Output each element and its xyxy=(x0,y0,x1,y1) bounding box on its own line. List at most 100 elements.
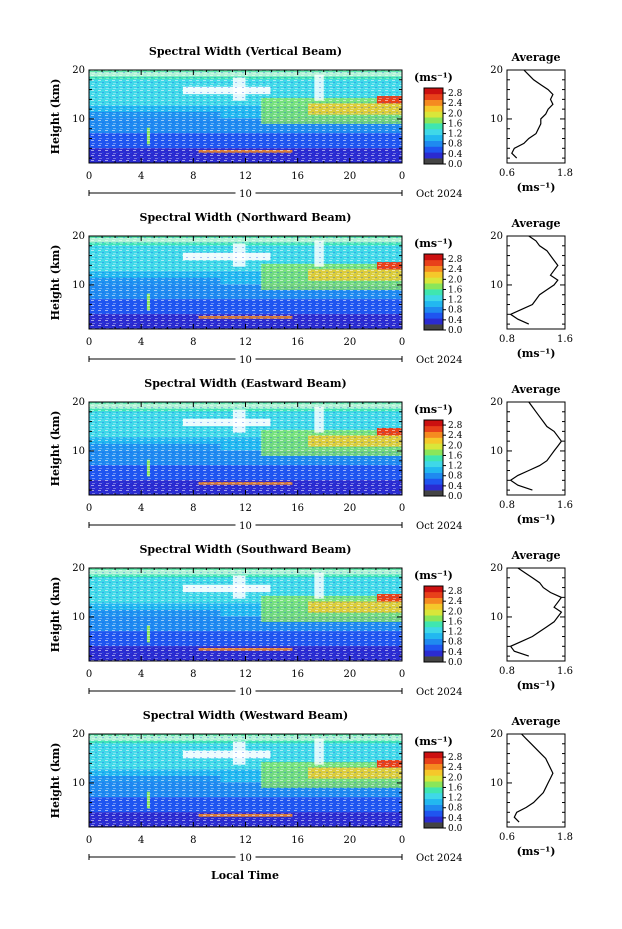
x-tick-label: 8 xyxy=(190,337,196,348)
x-tick-label: 0 xyxy=(399,669,405,680)
colorbar-swatch xyxy=(424,117,443,124)
x-axis-title: Local Time xyxy=(211,869,279,882)
colorbar-swatch xyxy=(424,804,443,811)
average-x-tick-label: 0.8 xyxy=(499,500,515,511)
colorbar-swatch xyxy=(424,259,443,266)
colorbar-swatch xyxy=(424,318,443,325)
colorbar-swatch xyxy=(424,781,443,788)
colorbar-tick-label: 2.8 xyxy=(448,753,463,763)
x-tick-label: 12 xyxy=(239,503,252,514)
colorbar-tick-label: 2.8 xyxy=(448,587,463,597)
colorbar-swatch xyxy=(424,158,443,165)
colorbar-tick-label: 1.6 xyxy=(448,285,463,295)
colorbar-tick-label: 0.8 xyxy=(448,306,463,316)
colorbar-swatch xyxy=(424,455,443,462)
y-tick-label: 20 xyxy=(72,397,85,408)
x-tick-label: 0 xyxy=(399,503,405,514)
heatmap-texture xyxy=(89,568,402,661)
colorbar-swatch xyxy=(424,140,443,147)
average-x-tick-label: 1.8 xyxy=(557,168,573,179)
colorbar-swatch xyxy=(424,586,443,593)
colorbar-tick-label: 1.2 xyxy=(448,462,462,472)
colorbar-tick-label: 1.6 xyxy=(448,783,463,793)
date-month-label: Oct 2024 xyxy=(416,687,462,698)
y-axis-label: Height (km) xyxy=(49,245,62,321)
date-day-label: 10 xyxy=(239,853,252,864)
colorbar-swatch xyxy=(424,752,443,759)
colorbar-swatch xyxy=(424,757,443,764)
date-day-label: 10 xyxy=(239,521,252,532)
panel-2: Spectral Width (Northward Beam) 10 20 Heigh… xyxy=(49,211,573,366)
colorbar-swatch xyxy=(424,460,443,468)
y-axis-label: Height (km) xyxy=(49,743,62,819)
average-y-tick-label: 20 xyxy=(490,563,503,574)
x-tick-label: 12 xyxy=(239,171,252,182)
panel-title: Spectral Width (Northward Beam) xyxy=(140,211,352,224)
colorbar-tick-label: 2.0 xyxy=(448,109,463,119)
colorbar-swatch xyxy=(424,638,443,645)
colorbar-swatch xyxy=(424,93,443,100)
colorbar-swatch xyxy=(424,111,443,118)
colorbar-swatch xyxy=(424,431,443,438)
colorbar-tick-label: 0.0 xyxy=(448,658,463,668)
y-axis-label: Height (km) xyxy=(49,577,62,653)
x-tick-label: 20 xyxy=(343,337,356,348)
colorbar-swatch xyxy=(424,603,443,610)
heatmap xyxy=(89,568,402,661)
colorbar-swatch xyxy=(424,312,443,319)
colorbar-tick-label: 1.2 xyxy=(448,130,462,140)
average-y-tick-label: 10 xyxy=(490,446,503,457)
colorbar-swatch xyxy=(424,609,443,616)
x-tick-label: 8 xyxy=(190,669,196,680)
heatmap-texture xyxy=(89,70,402,163)
colorbar-unit: (ms⁻¹) xyxy=(414,569,453,582)
y-tick-label: 20 xyxy=(72,563,85,574)
average-x-label: (ms⁻¹) xyxy=(517,845,556,858)
colorbar-swatch xyxy=(424,425,443,432)
colorbar-frame xyxy=(423,751,444,829)
y-tick-label: 20 xyxy=(72,231,85,242)
panel-title: Spectral Width (Westward Beam) xyxy=(143,709,348,722)
x-tick-label: 8 xyxy=(190,835,196,846)
colorbar-swatch xyxy=(424,254,443,261)
colorbar-tick-label: 2.4 xyxy=(448,763,463,773)
x-tick-label: 16 xyxy=(291,171,304,182)
heatmap-texture xyxy=(89,734,402,827)
average-y-tick-label: 10 xyxy=(490,612,503,623)
average-x-tick-label: 1.6 xyxy=(557,334,573,345)
colorbar-swatch xyxy=(424,787,443,794)
colorbar-swatch xyxy=(424,763,443,770)
x-tick-label: 8 xyxy=(190,503,196,514)
date-month-label: Oct 2024 xyxy=(416,853,462,864)
colorbar-tick-label: 0.0 xyxy=(448,326,463,336)
colorbar-swatch xyxy=(424,283,443,290)
colorbar-swatch xyxy=(424,597,443,604)
x-tick-label: 12 xyxy=(239,835,252,846)
average-title: Average xyxy=(510,549,560,562)
colorbar-swatch xyxy=(424,265,443,272)
colorbar-tick-label: 0.4 xyxy=(448,150,463,160)
panel-3: Spectral Width (Eastward Beam) 10 20 Height… xyxy=(49,377,573,532)
x-tick-label: 0 xyxy=(86,835,92,846)
colorbar-swatch xyxy=(424,420,443,427)
average-title: Average xyxy=(510,217,560,230)
colorbar-tick-label: 0.4 xyxy=(448,814,463,824)
x-tick-label: 12 xyxy=(239,669,252,680)
average-frame xyxy=(506,235,566,330)
x-tick-label: 16 xyxy=(291,503,304,514)
colorbar-swatch xyxy=(424,134,443,141)
y-tick-label: 10 xyxy=(72,446,85,457)
x-tick-label: 0 xyxy=(86,503,92,514)
colorbar-swatch xyxy=(424,810,443,817)
x-tick-label: 16 xyxy=(291,835,304,846)
average-y-tick-label: 10 xyxy=(490,280,503,291)
colorbar-frame xyxy=(423,87,444,165)
average-x-tick-label: 0.8 xyxy=(499,334,515,345)
average-profile-line xyxy=(513,733,554,823)
colorbar-tick-label: 2.4 xyxy=(448,431,463,441)
colorbar-swatch xyxy=(424,105,443,112)
date-day-label: 10 xyxy=(239,355,252,366)
panel-4: Spectral Width (Southward Beam) 10 20 Heigh… xyxy=(49,543,573,698)
x-tick-label: 0 xyxy=(399,337,405,348)
colorbar-swatch xyxy=(424,591,443,598)
